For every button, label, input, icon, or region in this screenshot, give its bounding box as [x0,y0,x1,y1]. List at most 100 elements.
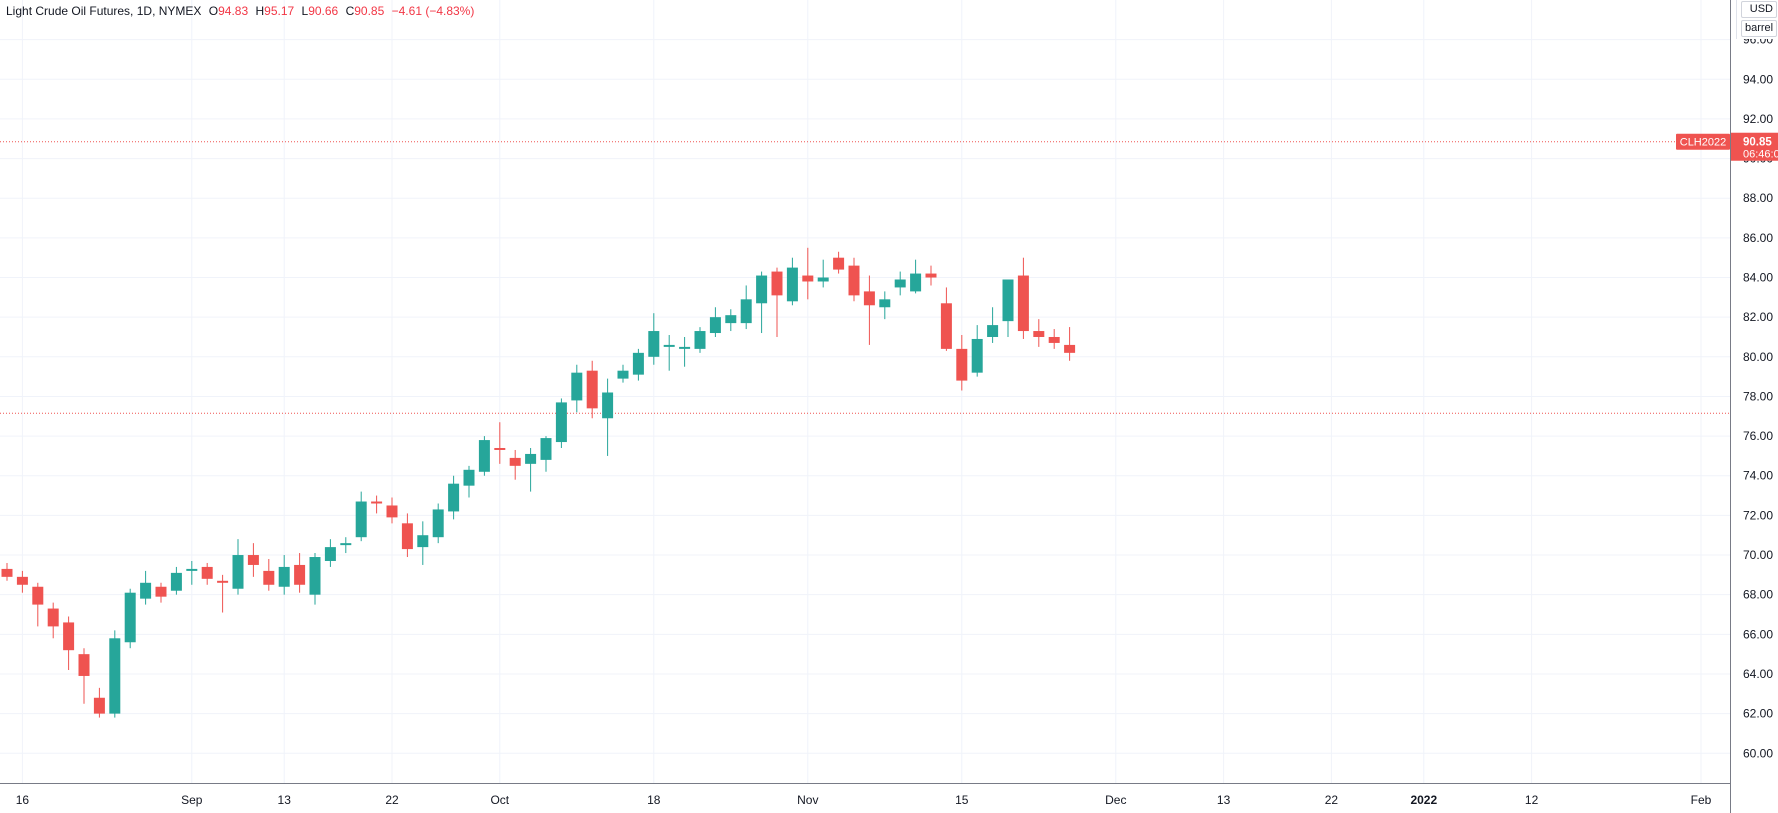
candle-body [124,592,136,643]
unit-button[interactable]: barrel [1741,20,1777,37]
candle-body [32,586,44,605]
candle-body [848,265,860,296]
candle-body [571,372,583,401]
candle-body [494,447,506,450]
candle-body [709,317,721,334]
x-tick-label: 2022 [1410,793,1437,807]
candle-body [771,271,783,296]
candle-body [940,303,952,349]
close-value: 90.85 [354,4,385,18]
y-tick-label: 62.00 [1743,707,1773,721]
y-tick-label: 70.00 [1743,548,1773,562]
candle-body [540,438,552,460]
low-value: 90.66 [308,4,339,18]
candle-body [663,344,675,347]
candle-body [740,299,752,324]
y-tick-label: 80.00 [1743,350,1773,364]
candle-body [109,638,121,714]
candle-body [186,568,198,571]
candle-body [432,509,444,538]
candle-body [232,555,244,589]
candle-body [509,457,521,466]
candle-body [294,564,306,585]
candle-body [63,622,75,651]
candle-body [278,566,290,587]
y-tick-label: 76.00 [1743,429,1773,443]
candle-body [247,555,259,565]
candle-body [925,273,937,278]
x-tick-label: 16 [16,793,30,807]
x-tick-label: Dec [1105,793,1126,807]
x-tick-label: Nov [797,793,818,807]
candle-body [894,279,906,288]
candle-body [648,331,660,357]
candle-body [786,267,798,302]
y-tick-label: 74.00 [1743,469,1773,483]
y-tick-label: 82.00 [1743,310,1773,324]
candle-body [602,392,614,419]
x-tick-label: Oct [490,793,509,807]
chart-legend: Light Crude Oil Futures, 1D, NYMEX O94.8… [6,4,474,18]
candle-body [971,338,983,373]
candle-body [201,566,213,579]
candle-body [463,469,475,486]
x-tick-label: 12 [1525,793,1539,807]
candle-body [1048,336,1060,343]
candle-body [817,277,829,282]
change-value: −4.61 (−4.83%) [391,4,475,18]
candle-body [78,654,90,676]
candle-body [956,348,968,381]
high-label: H [255,4,265,18]
y-tick-label: 88.00 [1743,191,1773,205]
candle-body [1017,275,1029,332]
candle-body [863,291,875,306]
candle-body [586,370,598,409]
symbol-title: Light Crude Oil Futures, 1D, NYMEX [6,4,202,18]
candle-body [217,580,229,583]
candle-body [47,608,59,627]
y-tick-label: 66.00 [1743,627,1773,641]
high-value: 95.17 [264,4,295,18]
candle-body [632,352,644,375]
x-tick-label: 22 [385,793,399,807]
candle-body [355,501,367,538]
candle-body [371,501,383,504]
x-tick-label: 15 [955,793,969,807]
candle-body [756,275,768,304]
candle-body [1,568,13,577]
candle-body [910,273,922,292]
candle-body [833,257,845,270]
candle-body [525,453,537,464]
x-tick-label: Feb [1691,793,1712,807]
y-tick-label: 60.00 [1743,746,1773,760]
y-tick-label: 72.00 [1743,508,1773,522]
candle-body [617,370,629,379]
currency-button[interactable]: USD [1741,1,1777,18]
y-tick-label: 84.00 [1743,271,1773,285]
candle-body [340,543,352,546]
candle-body [170,572,182,591]
candle-body [324,547,336,561]
candle-body [263,570,275,585]
candle-body [1033,331,1045,337]
x-tick-label: Sep [181,793,203,807]
candle-body [1064,344,1076,353]
countdown-timer: 06:46:0 [1743,149,1778,161]
y-tick-label: 86.00 [1743,231,1773,245]
x-tick-label: 13 [1217,793,1231,807]
candle-body [478,440,490,472]
y-tick-label: 94.00 [1743,72,1773,86]
candle-body [1002,279,1014,322]
last-price-axis-bg [1731,132,1778,161]
last-price-value: 90.85 [1743,137,1772,149]
candle-body [140,582,152,599]
open-label: O [208,4,219,18]
candle-body [309,557,321,595]
x-tick-label: 13 [278,793,292,807]
y-tick-label: 64.00 [1743,667,1773,681]
candle-body [879,299,891,308]
price-scale-unit: USD barrel [1736,0,1778,39]
candle-body [802,275,814,282]
